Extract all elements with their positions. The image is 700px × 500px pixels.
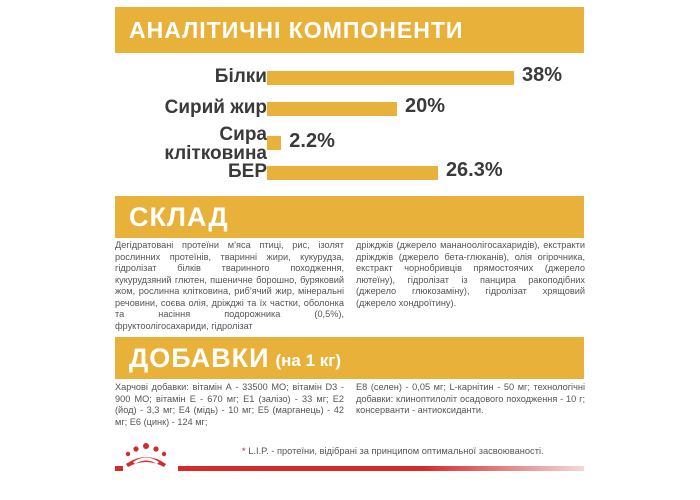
nutrient-label-line1: Сира [219, 124, 267, 145]
additives-subtitle: (на 1 кг) [275, 350, 342, 370]
nutrient-bar [267, 136, 282, 150]
composition-header: СКЛАД [115, 196, 584, 238]
nutrient-label: Сирий жир [164, 97, 267, 118]
nutrient-label: Білки [214, 66, 267, 87]
nutrient-bar [267, 102, 397, 116]
nutrient-value: 38% [522, 64, 563, 86]
nutrient-row-ber: БЕР 26.3% [115, 157, 584, 187]
footer-line [178, 466, 584, 471]
additives-title: ДОБАВКИ [129, 342, 270, 373]
nutrient-row-fiber: Сира клітковина 2.2% [115, 124, 584, 164]
footnote-text: L.I.P. - протеїни, відібрані за принципо… [245, 446, 544, 456]
nutrient-value: 26.3% [445, 159, 503, 181]
composition-text-right: дріжджів (джерело манано­олігосахаридів)… [356, 240, 585, 308]
additives-text-right: Е8 (селен) - 0,05 мг; L-карнітин - 50 мг… [356, 382, 585, 415]
footer-line-left [115, 466, 123, 471]
nutrient-bar [267, 166, 438, 180]
composition-title: СКЛАД [129, 201, 229, 232]
nutrient-row-fat: Сирий жир 20% [115, 93, 584, 123]
nutrient-value: 20% [405, 95, 446, 117]
royal-crown-icon [121, 440, 171, 470]
nutrient-value: 2.2% [289, 130, 335, 152]
nutrient-label: БЕР [227, 161, 267, 182]
nutrient-row-protein: Білки 38% [115, 62, 584, 92]
footnote: * L.I.P. - протеїни, відібрані за принци… [242, 446, 544, 456]
composition-text-left: Дегідратовані протеїни м’яса птиці, рис,… [115, 240, 344, 331]
nutrient-bar [267, 71, 514, 85]
nutrient-label-line2: клітковина [164, 143, 267, 164]
nutrient-label: Сира клітковина [164, 124, 267, 164]
additives-text-left: Харчові добавки: вітамін А - 33500 МО; в… [115, 382, 344, 427]
analytic-components-header: АНАЛІТИЧНІ КОМПОНЕНТИ [115, 7, 584, 53]
analytic-title: АНАЛІТИЧНІ КОМПОНЕНТИ [129, 16, 464, 43]
footnote-star: * [242, 446, 246, 456]
additives-header: ДОБАВКИ (на 1 кг) [115, 337, 584, 379]
